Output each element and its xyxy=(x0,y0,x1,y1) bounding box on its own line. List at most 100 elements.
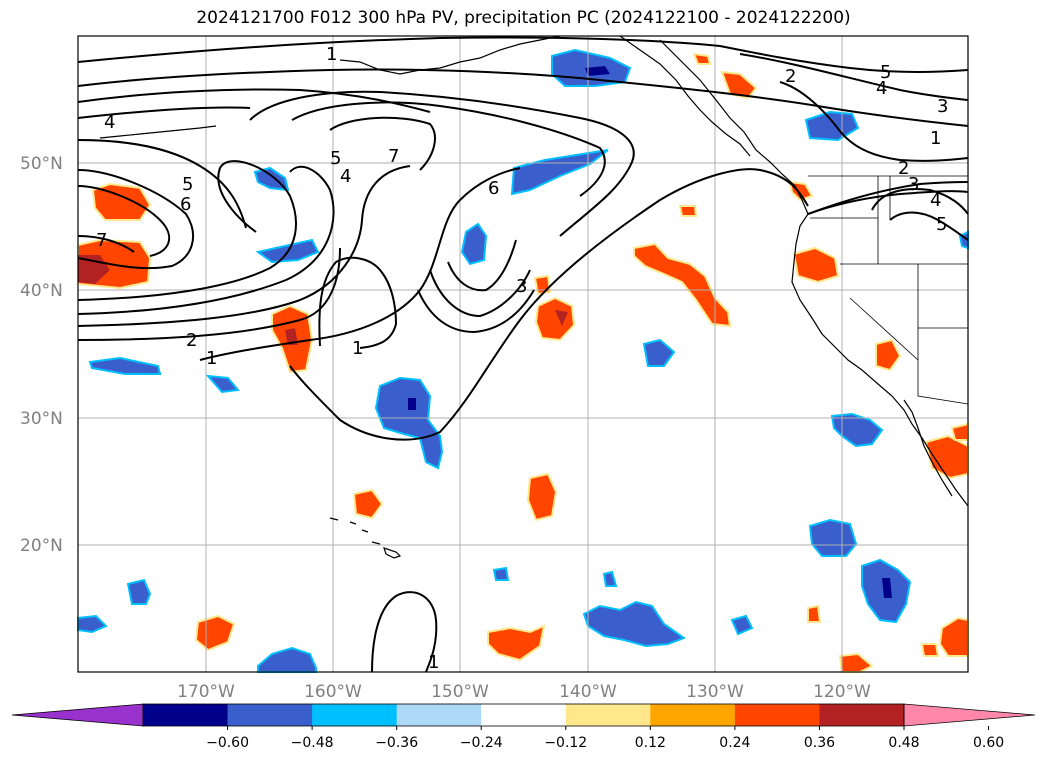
precip-region xyxy=(510,149,609,196)
colorbar-ticks: −0.60 −0.48 −0.36 −0.24 −0.12 0.12 0.24 0.36 0.4… xyxy=(206,726,1004,751)
contour-line xyxy=(871,188,969,215)
colorbar-swatch xyxy=(227,704,313,726)
precip-region xyxy=(533,274,552,296)
contour-line xyxy=(779,81,969,162)
colorbar-swatch xyxy=(734,704,820,726)
contour-line xyxy=(417,289,535,334)
contour-label: 4 xyxy=(104,112,115,133)
colorbar-swatch xyxy=(819,704,905,726)
contour-label: 3 xyxy=(937,96,948,117)
contour-labels: 1 5 2 4 3 7 6 2 1 3 1 5 4 3 1 2 4 4 5 1 … xyxy=(96,44,948,673)
colorbar-swatch xyxy=(481,704,567,726)
contour-label: 7 xyxy=(96,230,107,251)
precip-region xyxy=(602,570,618,587)
contour-label: 1 xyxy=(326,44,337,65)
lon-label: 160°W xyxy=(304,682,362,702)
contour-label: 2 xyxy=(898,158,909,179)
precip-region xyxy=(950,422,969,441)
lat-label: 20°N xyxy=(20,536,63,556)
precip-positive-regions xyxy=(77,52,969,673)
contour-line xyxy=(77,36,721,63)
contour-line xyxy=(371,591,438,673)
contour-line xyxy=(77,68,969,127)
contour-line xyxy=(739,53,969,101)
colorbar-tick-label: 0.36 xyxy=(804,735,835,751)
precip-region xyxy=(526,472,558,522)
precip-region xyxy=(408,398,416,410)
contour-line xyxy=(249,90,635,237)
precip-region xyxy=(830,412,884,448)
precip-region xyxy=(91,182,152,221)
contour-line xyxy=(289,168,809,441)
colorbar-tick-label: 0.12 xyxy=(635,735,666,751)
colorbar-swatch xyxy=(396,704,482,726)
contour-label: 3 xyxy=(908,174,919,195)
contour-line xyxy=(807,181,969,215)
lon-label: 170°W xyxy=(177,682,235,702)
longitude-labels: 170°W 160°W 150°W 140°W 130°W 120°W xyxy=(177,682,871,702)
lat-label: 40°N xyxy=(20,281,63,301)
colorbar-tick-label: −0.48 xyxy=(291,735,334,751)
lat-label: 30°N xyxy=(20,409,63,429)
contour-line xyxy=(77,106,251,119)
precip-region xyxy=(642,338,676,367)
contour-label: 7 xyxy=(388,146,399,167)
lon-label: 120°W xyxy=(813,682,871,702)
contour-label: 3 xyxy=(516,276,527,297)
colorbar-extend-high xyxy=(903,703,1036,727)
precip-region xyxy=(205,374,240,394)
lat-label: 50°N xyxy=(20,154,63,174)
contour-label: 1 xyxy=(930,128,941,149)
contour-label: 4 xyxy=(340,166,351,187)
map-title: 2024121700 F012 300 hPa PV, precipitatio… xyxy=(196,8,851,28)
contour-line xyxy=(77,160,297,301)
map-frame xyxy=(77,35,969,673)
colorbar-swatch xyxy=(312,704,398,726)
lon-label: 140°W xyxy=(559,682,617,702)
contour-label: 5 xyxy=(880,62,891,83)
colorbar-tick-label: −0.12 xyxy=(544,735,587,751)
colorbar-tick-label: 0.60 xyxy=(973,735,1004,751)
contour-label: 4 xyxy=(876,78,887,99)
precip-region xyxy=(352,488,384,520)
contour-line xyxy=(77,139,247,229)
contour-line xyxy=(447,239,517,292)
contour-label: 1 xyxy=(352,338,363,359)
contour-line xyxy=(77,185,171,257)
precip-region xyxy=(692,52,712,65)
contour-line xyxy=(77,169,195,270)
colorbar-swatch xyxy=(565,704,651,726)
precip-region xyxy=(585,66,610,76)
colorbar-swatch xyxy=(143,704,229,726)
precip-region xyxy=(730,614,754,636)
precip-region xyxy=(720,70,758,100)
precip-region xyxy=(88,356,162,375)
colorbar-tick-label: 0.24 xyxy=(719,735,750,751)
contour-line xyxy=(429,269,531,318)
contour-label: 6 xyxy=(488,178,499,199)
contour-label: 4 xyxy=(930,190,941,211)
colorbar xyxy=(11,703,1036,727)
colorbar-outline xyxy=(142,703,905,727)
precip-region xyxy=(920,643,940,657)
contour-line xyxy=(329,116,436,171)
latitude-labels: 50°N 40°N 30°N 20°N xyxy=(20,154,63,556)
contour-label: 6 xyxy=(180,194,191,215)
precip-region xyxy=(678,205,698,217)
colorbar-tick-label: −0.36 xyxy=(375,735,418,751)
contour-line xyxy=(291,101,606,197)
political-borders xyxy=(808,175,969,405)
hawaii-islands xyxy=(329,517,402,559)
colorbar-tick-label: −0.60 xyxy=(206,735,249,751)
precip-region xyxy=(582,600,687,648)
precip-region xyxy=(792,246,840,284)
coastline-us-west xyxy=(791,213,969,507)
contour-line xyxy=(719,45,969,73)
contour-label: 1 xyxy=(206,348,217,369)
contour-label: 5 xyxy=(936,214,947,235)
colorbar-tick-label: −0.24 xyxy=(460,735,503,751)
lon-label: 150°W xyxy=(431,682,489,702)
precip-region xyxy=(875,338,902,372)
coastlines xyxy=(99,35,969,559)
